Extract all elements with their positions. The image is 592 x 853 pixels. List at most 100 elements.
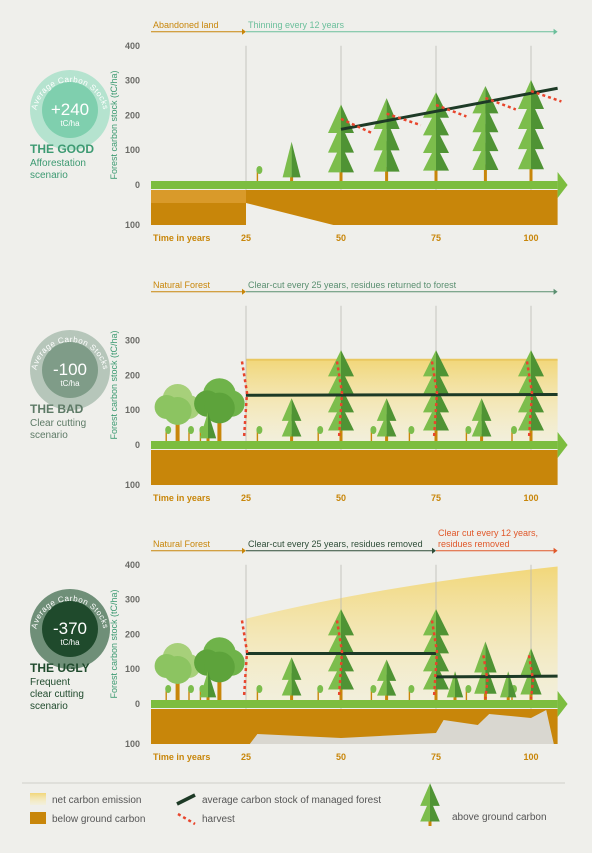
- tree-crown: [204, 651, 235, 683]
- sprout-leaf: [465, 685, 472, 693]
- y-tick-label: 100: [125, 405, 140, 415]
- legend-swatch-emission: [30, 793, 46, 805]
- phase-arrow: [553, 547, 558, 554]
- tree-layer: [485, 641, 497, 673]
- y-tick-label: 200: [125, 370, 140, 380]
- tree-trunk: [385, 166, 389, 181]
- badge-value: -100: [53, 360, 87, 379]
- tree-layer: [341, 350, 354, 377]
- sprout-leaf: [408, 685, 415, 693]
- tree-trunk: [529, 425, 533, 441]
- legend-label: above ground carbon: [452, 812, 547, 823]
- tree-trunk: [290, 175, 294, 181]
- average-line: [245, 393, 558, 397]
- tree-layer: [377, 659, 387, 681]
- sprout-stem: [317, 690, 319, 700]
- tree-trunk: [428, 819, 432, 826]
- phase-label: Abandoned land: [153, 20, 219, 30]
- tree-layer: [328, 645, 341, 672]
- badge-unit: tC/ha: [60, 638, 80, 647]
- harvest: [525, 361, 534, 439]
- harvest: [430, 361, 439, 439]
- tree-layer: [518, 140, 531, 170]
- tree-layer: [531, 368, 544, 395]
- tree-trunk: [290, 434, 294, 441]
- tree-layer: [430, 783, 440, 806]
- tree-layer: [430, 798, 440, 822]
- y-axis-label: Forest carbon stock (tC/ha): [109, 70, 119, 179]
- scenario-title: THE UGLY: [30, 661, 90, 675]
- sprout-leaf: [317, 685, 324, 693]
- sprout-stem: [465, 431, 468, 441]
- tree-layer: [328, 404, 341, 431]
- tree-layer: [423, 663, 436, 690]
- tree-layer: [531, 386, 544, 413]
- harvest: [430, 620, 439, 698]
- sprout-leaf: [408, 426, 415, 434]
- y-tick-label: 100: [125, 664, 140, 674]
- tree-layer: [471, 398, 482, 421]
- tree-layer: [436, 404, 449, 431]
- tree-layer: [471, 413, 482, 437]
- y-tick-label: 100: [125, 739, 140, 749]
- ground-line: [151, 441, 558, 449]
- tree-layer: [436, 145, 449, 171]
- phase-label: Clear-cut every 25 years, residues remov…: [248, 539, 423, 549]
- harvest: [527, 655, 535, 699]
- tree-layer: [520, 648, 531, 676]
- tree-layer: [518, 368, 531, 395]
- tree-layer: [281, 657, 292, 680]
- sprout-leaf: [188, 426, 194, 434]
- tree-trunk: [385, 434, 389, 441]
- sprout-stem: [165, 690, 167, 700]
- tree-layer: [436, 645, 449, 672]
- tree-layer: [376, 398, 387, 421]
- y-tick-label: 400: [125, 41, 140, 51]
- sprout-stem: [165, 431, 167, 441]
- tree-trunk: [290, 693, 294, 700]
- harvest: [335, 361, 344, 439]
- tree-layer: [423, 645, 436, 672]
- sprout-leaf: [511, 426, 517, 434]
- tree-layer: [481, 398, 492, 421]
- y-tick-label: 100: [125, 480, 140, 490]
- tree-trunk: [453, 696, 457, 700]
- tree-layer: [474, 641, 486, 673]
- y-axis-label: Forest carbon stock (tC/ha): [109, 589, 119, 698]
- tree-layer: [341, 663, 354, 690]
- sprout-stem: [408, 690, 411, 700]
- tree-layer: [328, 386, 341, 413]
- soil-gap: [246, 203, 334, 225]
- x-tick-label: 25: [241, 752, 251, 762]
- legend-average: [176, 793, 196, 806]
- tree-layer: [485, 662, 497, 694]
- tree-layer: [436, 663, 449, 690]
- x-tick-label: 75: [431, 233, 441, 243]
- x-tick-label: 50: [336, 493, 346, 503]
- scenario-title: THE BAD: [30, 402, 84, 416]
- scenario-subtitle: clear cutting: [30, 689, 84, 700]
- tree-layer: [281, 398, 292, 421]
- sprout-leaf: [370, 426, 377, 434]
- x-tick-label: 50: [336, 233, 346, 243]
- badge-core: [42, 342, 98, 398]
- soil-gap: [151, 190, 246, 203]
- sprout-leaf: [465, 426, 472, 434]
- ground-arrow: [557, 172, 568, 198]
- x-axis-label: Time in years: [153, 493, 210, 503]
- tree-layer: [373, 119, 387, 151]
- tree-layer: [436, 368, 449, 395]
- sprout-stem: [256, 690, 259, 700]
- tree-layer: [199, 412, 208, 439]
- x-tick-label: 50: [336, 752, 346, 762]
- harvest: [240, 620, 249, 698]
- x-tick-label: 75: [431, 493, 441, 503]
- x-tick-label: 25: [241, 493, 251, 503]
- y-tick-label: 200: [125, 629, 140, 639]
- tree-layer: [531, 667, 542, 695]
- phase-arrow: [242, 547, 246, 554]
- y-tick-label: 400: [125, 560, 140, 570]
- harvest: [530, 89, 562, 103]
- sprout-stem: [199, 431, 202, 441]
- tree-layer: [531, 648, 542, 676]
